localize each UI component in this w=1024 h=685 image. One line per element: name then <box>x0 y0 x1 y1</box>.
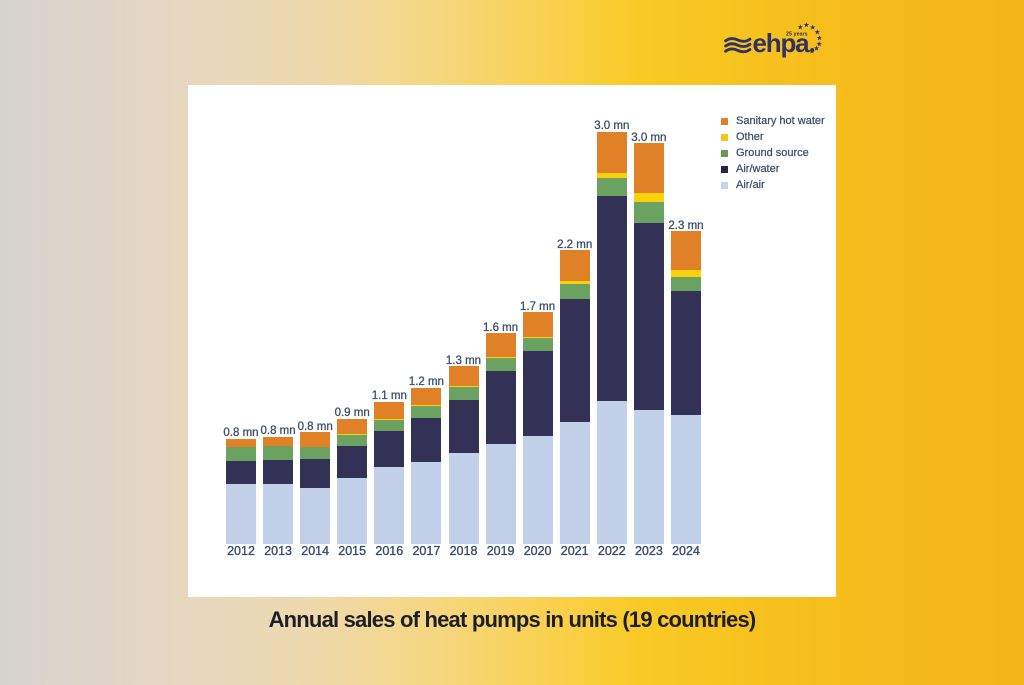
svg-text:25 years: 25 years <box>786 32 808 38</box>
svg-text:ehpa: ehpa <box>753 28 811 58</box>
